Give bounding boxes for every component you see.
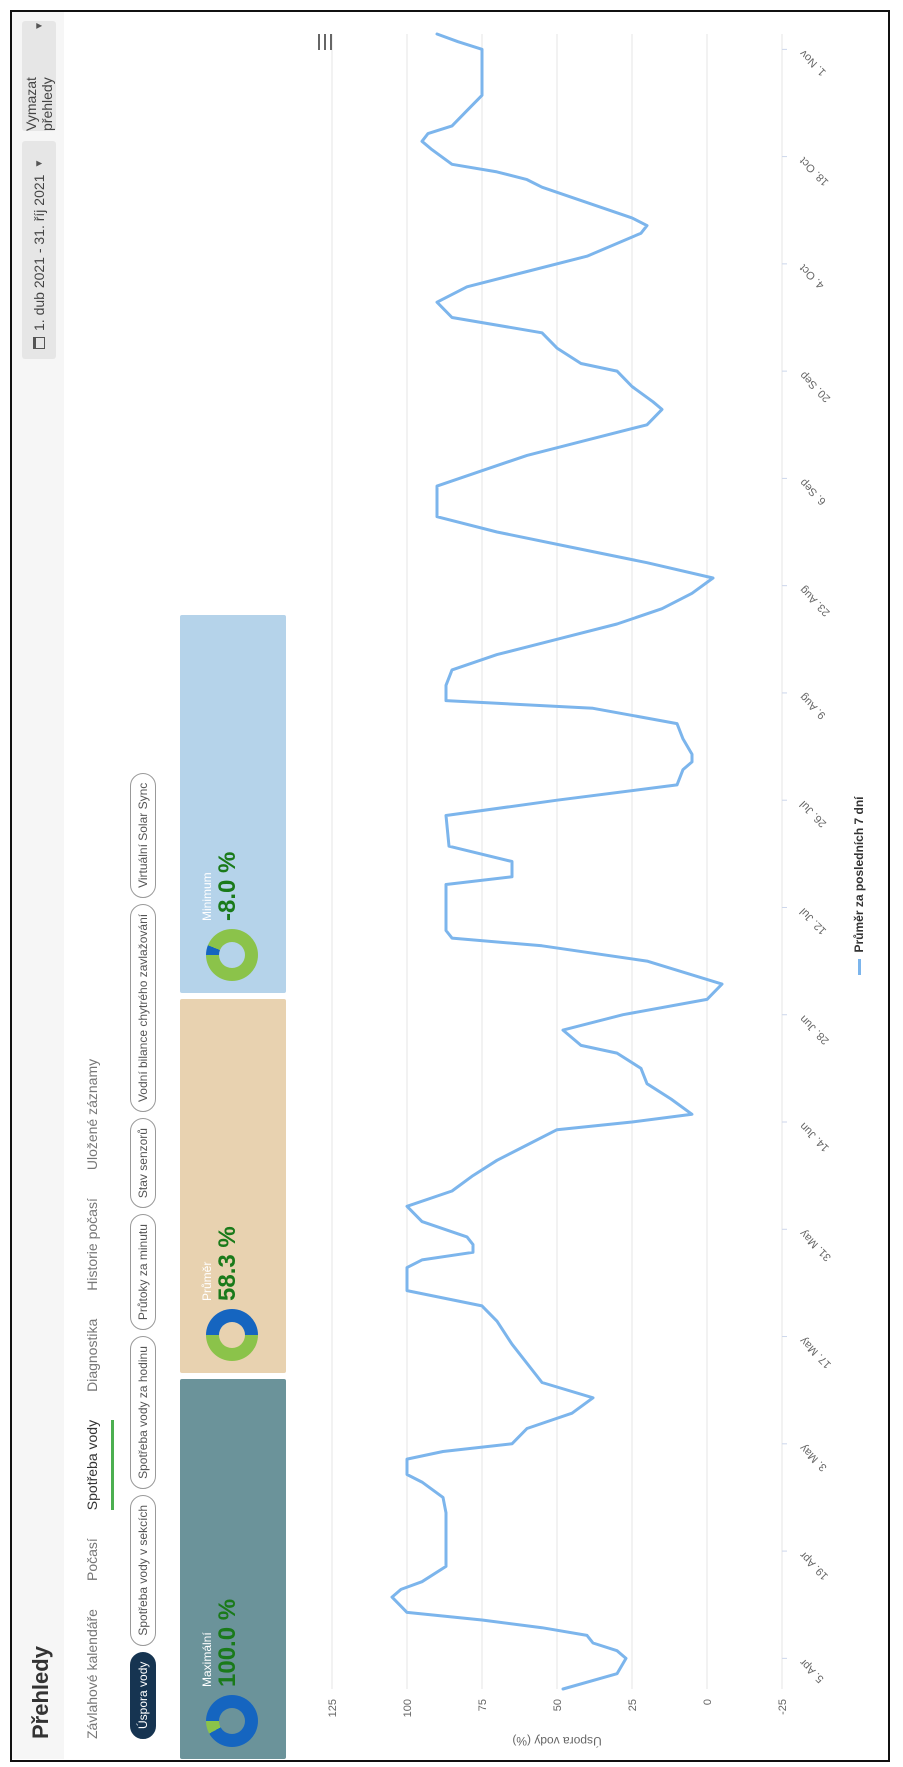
top-bar: Přehledy 1. dub 2021 - 31. říj 2021 ▼ Vy… xyxy=(12,12,64,1759)
tab-weather-history[interactable]: Historie počasí xyxy=(84,1198,100,1291)
y-axis-title: Úspora vody (%) xyxy=(512,1734,601,1749)
chart-legend[interactable]: Průměr za posledních 7 dní xyxy=(852,12,866,1759)
stat-value-minimum: -8.0 % xyxy=(214,851,241,921)
x-tick-label: 9. Aug xyxy=(798,691,829,722)
legend-swatch xyxy=(857,958,861,975)
clear-reports-button[interactable]: Vymazat přehledy ▼ xyxy=(22,21,56,131)
subtab-zone-usage[interactable]: Spotřeba vody v sekcích xyxy=(130,1494,156,1646)
stat-card-maximum: Maximální 100.0 % xyxy=(180,1379,286,1759)
stat-label-minimum: Minimum xyxy=(200,872,214,921)
x-tick-label: 12. Jul xyxy=(798,905,829,936)
subtab-flow-per-minute[interactable]: Průtoky za minutu xyxy=(130,1214,156,1331)
stat-label-maximum: Maximální xyxy=(200,1632,214,1687)
tab-diagnostics[interactable]: Diagnostika xyxy=(84,1318,100,1392)
subtab-water-savings[interactable]: Úspora vody xyxy=(130,1651,156,1739)
y-tick-label: 25 xyxy=(627,1699,639,1711)
x-tick-label: 23. Aug xyxy=(798,584,833,619)
x-tick-label: 31. May xyxy=(797,1227,834,1264)
subtab-solar-sync[interactable]: Virtuální Solar Sync xyxy=(130,772,156,898)
y-tick-label: 0 xyxy=(702,1699,714,1705)
screenshot-frame: Přehledy 1. dub 2021 - 31. říj 2021 ▼ Vy… xyxy=(10,10,890,1762)
subtab-water-balance[interactable]: Vodní bilance chytrého zavlažování xyxy=(130,903,156,1113)
date-range-button[interactable]: 1. dub 2021 - 31. říj 2021 ▼ xyxy=(22,141,56,359)
tab-irrigation-calendars[interactable]: Závlahové kalendáře xyxy=(84,1609,100,1739)
main-tabs: Závlahové kalendáře Počasí Spotřeba vody… xyxy=(84,1059,114,1739)
y-tick-label: 75 xyxy=(477,1699,489,1711)
x-tick-label: 19. Apr xyxy=(797,1549,830,1582)
stat-label-average: Průměr xyxy=(200,1261,214,1301)
dashboard: Přehledy 1. dub 2021 - 31. říj 2021 ▼ Vy… xyxy=(12,12,887,1759)
stat-value-maximum: 100.0 % xyxy=(214,1598,241,1687)
x-tick-label: 20. Sep xyxy=(798,369,833,404)
donut-minimum xyxy=(206,929,258,981)
series-line xyxy=(390,32,724,1691)
clear-reports-label: Vymazat přehledy xyxy=(23,77,55,131)
subtab-sensor-status[interactable]: Stav senzorů xyxy=(130,1118,156,1209)
x-tick-label: 28. Jun xyxy=(798,1013,832,1047)
date-range-label: 1. dub 2021 - 31. říj 2021 xyxy=(31,174,47,331)
subtab-hourly-usage[interactable]: Spotřeba vody za hodinu xyxy=(130,1336,156,1489)
x-tick-label: 3. May xyxy=(797,1441,829,1473)
donut-average xyxy=(206,1309,258,1361)
legend-label: Průměr za posledních 7 dní xyxy=(852,796,866,953)
x-tick-label: 18. Oct xyxy=(798,154,832,188)
y-tick-label: -25 xyxy=(777,1699,789,1715)
chart-menu-icon[interactable] xyxy=(318,34,332,50)
y-tick-label: 125 xyxy=(327,1699,339,1717)
y-tick-label: 50 xyxy=(552,1699,564,1711)
x-tick-label: 1. Nov xyxy=(797,47,828,78)
x-tick-label: 14. Jun xyxy=(798,1120,832,1154)
x-tick-label: 5. Apr xyxy=(797,1656,826,1685)
page-title: Přehledy xyxy=(28,1646,53,1739)
x-tick-label: 4. Oct xyxy=(798,262,827,291)
tab-water-usage[interactable]: Spotřeba vody xyxy=(84,1419,114,1511)
stat-value-average: 58.3 % xyxy=(214,1226,241,1301)
y-tick-label: 100 xyxy=(402,1699,414,1717)
savings-line-chart: -25 0 25 50 75 100 125 Úspora vody (%) 5. Apr 19.… xyxy=(327,32,834,1749)
sub-tabs: Úspora vody Spotřeba vody v sekcích Spot… xyxy=(130,772,156,1739)
calendar-icon xyxy=(33,337,45,349)
savings-chart: -25 0 25 50 75 100 125 Úspora vody (%) 5. Apr 19.… xyxy=(312,12,887,1759)
x-tick-label: 6. Sep xyxy=(798,476,829,507)
tab-saved-records[interactable]: Uložené záznamy xyxy=(84,1058,100,1171)
stat-card-average: Průměr 58.3 % xyxy=(180,999,286,1373)
tab-weather[interactable]: Počasí xyxy=(84,1538,100,1582)
stat-card-minimum: Minimum -8.0 % xyxy=(180,615,286,993)
x-tick-label: 26. Jul xyxy=(798,798,829,829)
donut-maximum xyxy=(206,1695,258,1747)
caret-down-icon: ▼ xyxy=(33,21,45,31)
caret-down-icon: ▼ xyxy=(33,158,45,169)
x-tick-label: 17. May xyxy=(797,1334,834,1371)
